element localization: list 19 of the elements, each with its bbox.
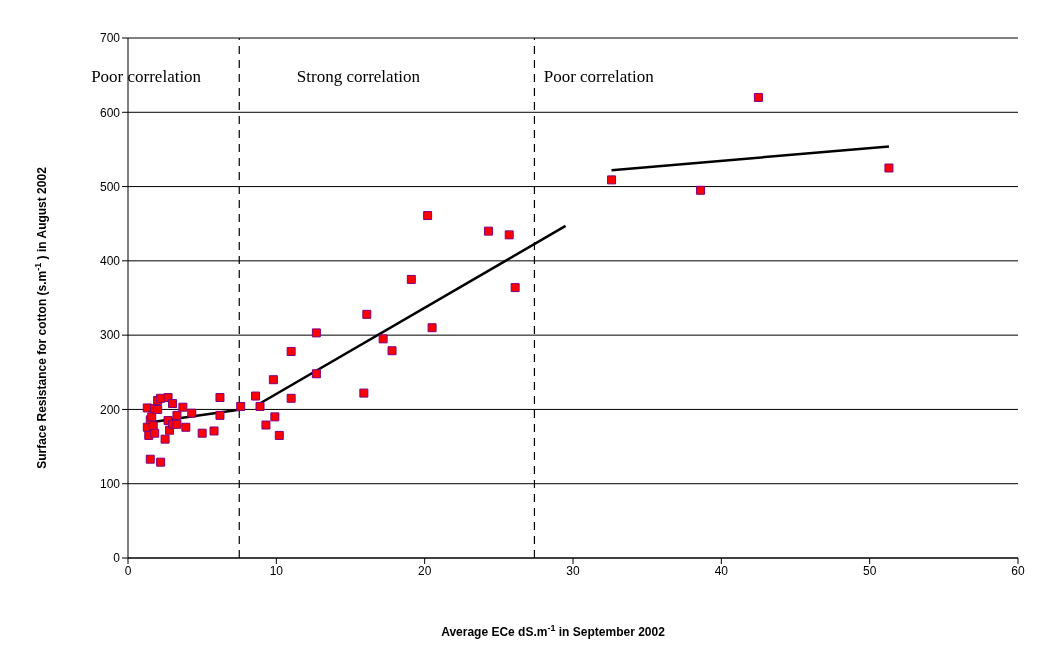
y-tick-label: 600 [99,105,121,120]
x-tick-label: 40 [714,563,729,578]
y-tick-label: 500 [99,179,121,194]
x-axis-title: Average ECe dS.m$^{-1}$ in September 2002 [441,623,666,639]
y-tick-label: 400 [99,254,121,269]
x-tick-label: 0 [124,563,132,578]
y-tick-label: 0 [113,551,121,566]
annotation: Strong correlation [296,67,421,86]
x-tick-label: 20 [417,563,432,578]
x-tick-label: 30 [566,563,580,578]
x-tick-label: 10 [269,563,284,578]
x-tick-label: 60 [1011,563,1025,578]
annotation: Poor correlation [91,67,202,86]
y-tick-label: 100 [99,476,121,491]
y-tick-label: 700 [99,31,121,46]
annotation: Poor correlation [543,67,655,86]
y-tick-label: 200 [99,402,121,417]
x-tick-label: 50 [862,563,877,578]
y-tick-label: 300 [99,328,121,343]
